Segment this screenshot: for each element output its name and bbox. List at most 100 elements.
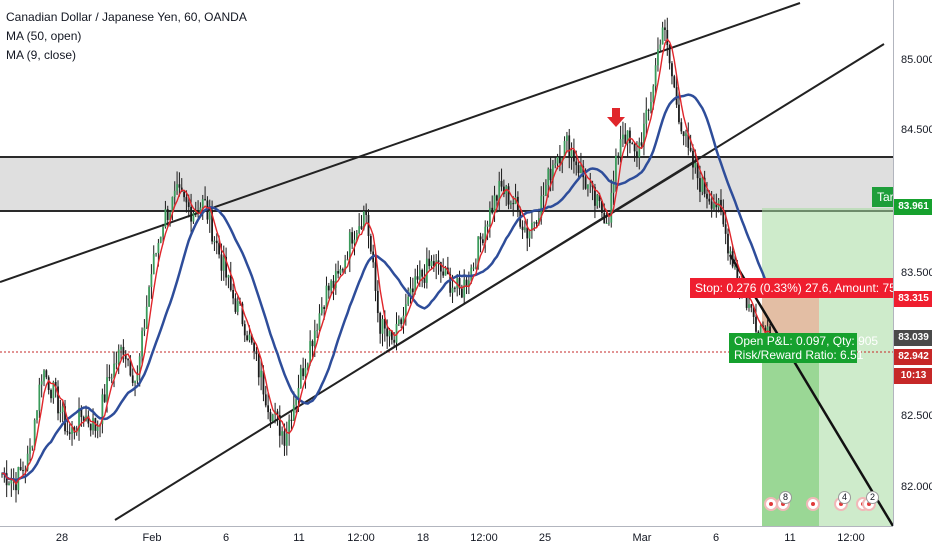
candle-body [608, 222, 610, 224]
candle-body [50, 389, 52, 399]
candle-body [80, 407, 83, 418]
candle-body [407, 296, 410, 305]
candle-body [692, 150, 694, 168]
candle-body [89, 423, 92, 431]
candle-body [638, 142, 641, 158]
candle-body [52, 382, 55, 399]
candle-body [127, 359, 129, 361]
candle-body [615, 155, 617, 181]
candle-body [131, 375, 134, 383]
candle-body [734, 266, 736, 268]
candle-body [668, 45, 671, 64]
candle-body [537, 218, 540, 225]
candle-body [222, 256, 225, 271]
candle-body [367, 214, 370, 236]
candle-body [332, 280, 335, 288]
price-tick: 84.500 [901, 124, 932, 136]
price-chart[interactable] [0, 0, 893, 526]
candle-body [353, 239, 356, 244]
chart-area[interactable]: Canadian Dollar / Japanese Yen, 60, OAND… [0, 0, 893, 526]
forecast-line[interactable] [728, 254, 893, 526]
candle-body [283, 431, 286, 446]
candle-body [344, 260, 347, 271]
event-count: 4 [838, 491, 852, 504]
candle-body [645, 109, 648, 124]
pnl-label[interactable]: Open P&L: 0.097, Qty: 905 [729, 333, 878, 349]
candle-body [362, 211, 365, 229]
candle-body [421, 269, 424, 277]
candle-body [673, 76, 676, 88]
candle-body [491, 207, 494, 213]
candle-body [523, 227, 526, 231]
candle-body [208, 210, 211, 220]
candle-body [470, 267, 473, 281]
time-tick: Mar [632, 532, 652, 544]
candle-body [229, 275, 232, 290]
candle-body [278, 415, 281, 436]
candle-body [556, 156, 559, 164]
candle-body [124, 354, 127, 360]
candle-body [629, 130, 631, 144]
candle-body [71, 427, 73, 435]
time-axis[interactable]: 28 Feb 6 11 12:00 18 12:00 25 Mar 6 11 1… [0, 526, 893, 551]
candle-body [187, 202, 190, 207]
time-tick: 28 [55, 532, 69, 544]
candle-body [66, 431, 69, 433]
stop-label[interactable]: Stop: 0.276 (0.33%) 27.6, Amount: 750.22 [690, 278, 893, 298]
candle-body [47, 377, 50, 390]
legend-ma9: MA (9, close) [6, 48, 77, 62]
ma50-line [1, 93, 772, 483]
candle-body [166, 209, 169, 220]
candle-body [577, 165, 580, 174]
candle-body [169, 212, 171, 220]
candle-body [423, 276, 426, 283]
candle-body [467, 280, 470, 287]
candle-body [141, 330, 143, 357]
lower-trendline[interactable] [385, 159, 699, 353]
supply-zone[interactable] [0, 157, 893, 211]
candle-body [759, 325, 762, 337]
candle-body [360, 226, 363, 229]
candle-body [346, 259, 349, 261]
price-axis[interactable]: 85.000 84.500 83.500 82.500 82.000 83.96… [893, 0, 932, 526]
candle-body [509, 203, 512, 205]
candle-body [45, 370, 48, 378]
upper-trendline[interactable] [0, 2, 801, 283]
current-price-tag: 83.039 [894, 330, 932, 346]
candle-body [533, 221, 536, 223]
candle-body [708, 198, 711, 202]
candle-body [542, 195, 545, 197]
candle-body [570, 150, 573, 158]
candle-body [619, 139, 622, 157]
candle-body [297, 387, 300, 399]
candle-body [689, 147, 692, 151]
target-label[interactable]: Targ [872, 187, 893, 207]
price-tick: 82.000 [901, 481, 932, 493]
candle-body [500, 180, 503, 187]
candle-body [430, 261, 433, 267]
candle-body [563, 140, 566, 159]
candle-body [250, 334, 253, 343]
candle-body [269, 412, 272, 422]
candle-body [535, 221, 538, 225]
candle-body [253, 342, 256, 352]
event-marker[interactable] [806, 497, 820, 511]
candle-body [299, 368, 302, 388]
candle-body [36, 410, 38, 421]
candle-body [395, 323, 398, 343]
time-tick: 12:00 [470, 532, 498, 544]
candle-body [568, 135, 571, 158]
candle-body [369, 235, 372, 252]
candle-body [264, 394, 267, 406]
candle-body [486, 224, 489, 227]
candle-body [194, 210, 197, 214]
candle-body [316, 330, 319, 332]
time-tick: Feb [142, 532, 162, 544]
candle-body [603, 212, 606, 224]
stop-price-tag: 83.315 [894, 291, 932, 307]
candle-body [183, 191, 185, 198]
candle-body [292, 404, 295, 421]
candle-body [113, 363, 115, 378]
rr-label[interactable]: Risk/Reward Ratio: 6.51 [729, 347, 863, 363]
candle-body [402, 315, 405, 325]
